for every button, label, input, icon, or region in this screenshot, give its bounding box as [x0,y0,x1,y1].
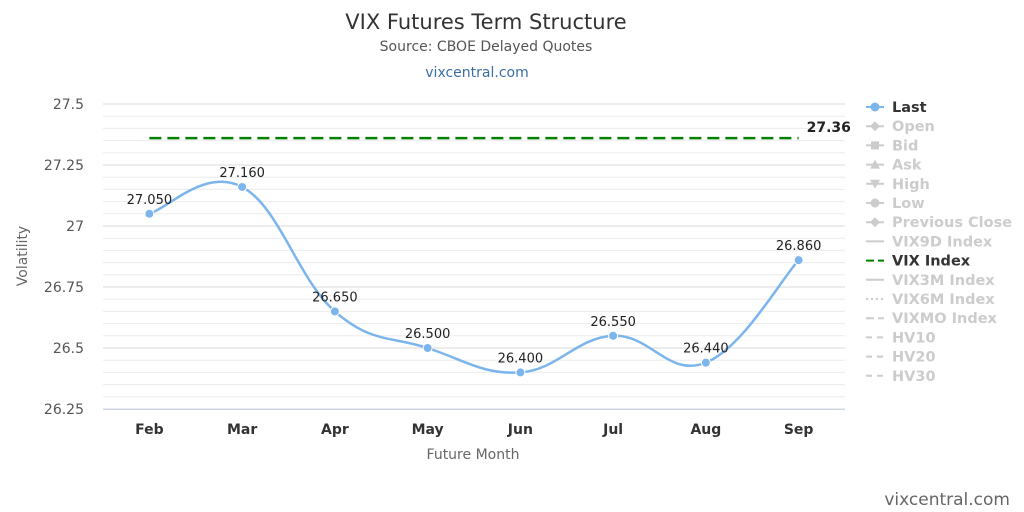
y-tick-label: 27 [66,219,84,235]
legend-label: Ask [892,158,922,174]
legend-label: Last [892,100,927,116]
vix-index-value-label: 27.36 [807,120,851,136]
plot-series: 27.36 27.050 27.160 26.650 26.500 26.400 26.55… [127,120,851,378]
legend-item-vix9d-index[interactable]: VIX9D Index [866,234,993,250]
y-tick-label: 26.25 [44,402,84,418]
legend-label: High [892,177,930,193]
legend-item-open[interactable]: Open [866,119,935,135]
x-tick-label: Jun [507,422,533,438]
data-label: 26.440 [683,342,729,357]
last-data-point [700,357,711,368]
data-label: 26.550 [590,315,636,330]
y-tick-label: 26.5 [53,341,84,357]
legend-circle-icon [870,102,880,112]
legend-item-low[interactable]: Low [866,196,925,212]
x-axis: Feb Mar Apr May Jun Jul Aug Sep [135,422,813,438]
last-data-point [515,367,526,378]
legend-diamond-icon [870,217,880,228]
legend-square-icon [871,141,879,150]
last-data-point [329,306,340,317]
y-tick-label: 26.75 [44,280,84,296]
legend-item-ask[interactable]: Ask [866,158,922,174]
last-data-point [144,208,155,219]
legend-label: VIX3M Index [892,273,995,289]
credit-text: vixcentral.com [884,490,1010,510]
legend-label: Previous Close [892,215,1012,231]
legend-label: Low [892,196,925,212]
data-label: 27.160 [219,166,265,181]
x-tick-label: Feb [135,422,164,438]
legend-diamond-icon [870,121,880,132]
data-label: 27.050 [127,193,173,208]
legend-item-previous-close[interactable]: Previous Close [866,215,1012,231]
data-label: 26.400 [498,351,544,366]
last-data-point [608,330,619,341]
legend-item-last[interactable]: Last [866,100,927,116]
legend-label: VIXMO Index [892,311,998,327]
x-tick-label: May [412,422,444,438]
legend-label: Open [892,119,935,135]
legend-circle-icon [870,198,880,208]
legend-triangle-icon [870,159,880,169]
legend-item-bid[interactable]: Bid [866,138,918,154]
legend-item-hv10[interactable]: HV10 [866,330,936,346]
grid-lines [103,103,845,410]
x-tick-label: Mar [227,422,257,438]
x-tick-label: Aug [690,422,721,438]
data-label: 26.650 [312,290,358,305]
data-label: 26.500 [405,327,451,342]
legend-item-high[interactable]: High [866,177,930,193]
legend-label: VIX9D Index [892,234,993,250]
y-axis-title: Volatility [15,226,31,286]
last-data-point [422,343,433,353]
legend-item-vixmo-index[interactable]: VIXMO Index [866,311,998,327]
x-tick-label: Apr [321,422,349,438]
chart-title: VIX Futures Term Structure [345,10,626,34]
legend-label: Bid [892,138,918,154]
last-data-point [793,255,804,266]
x-tick-label: Sep [784,422,814,438]
x-tick-label: Jul [602,422,623,438]
legend-item-vix-index[interactable]: VIX Index [866,254,971,270]
legend-label: VIX6M Index [892,292,995,308]
legend-triangle-down-icon [870,179,880,189]
legend: Last Open Bid Ask High Low Previous Close VIX9D… [866,100,1012,385]
legend-label: HV10 [892,330,936,346]
y-tick-label: 27.5 [53,97,84,113]
legend-label: HV20 [892,350,936,366]
y-axis: 27.5 27.25 27 26.75 26.5 26.25 [44,97,84,418]
data-label: 26.860 [776,239,822,254]
legend-label: VIX Index [892,254,971,270]
y-tick-label: 27.25 [44,158,84,174]
source-link[interactable]: vixcentral.com [425,65,528,81]
legend-item-hv20[interactable]: HV20 [866,350,936,366]
legend-item-hv30[interactable]: HV30 [866,369,936,385]
legend-item-vix3m-index[interactable]: VIX3M Index [866,273,995,289]
legend-label: HV30 [892,369,936,385]
last-data-point [237,181,248,192]
chart-subtitle: Source: CBOE Delayed Quotes [380,39,593,55]
x-axis-title: Future Month [427,447,520,463]
legend-item-vix6m-index[interactable]: VIX6M Index [866,292,995,308]
